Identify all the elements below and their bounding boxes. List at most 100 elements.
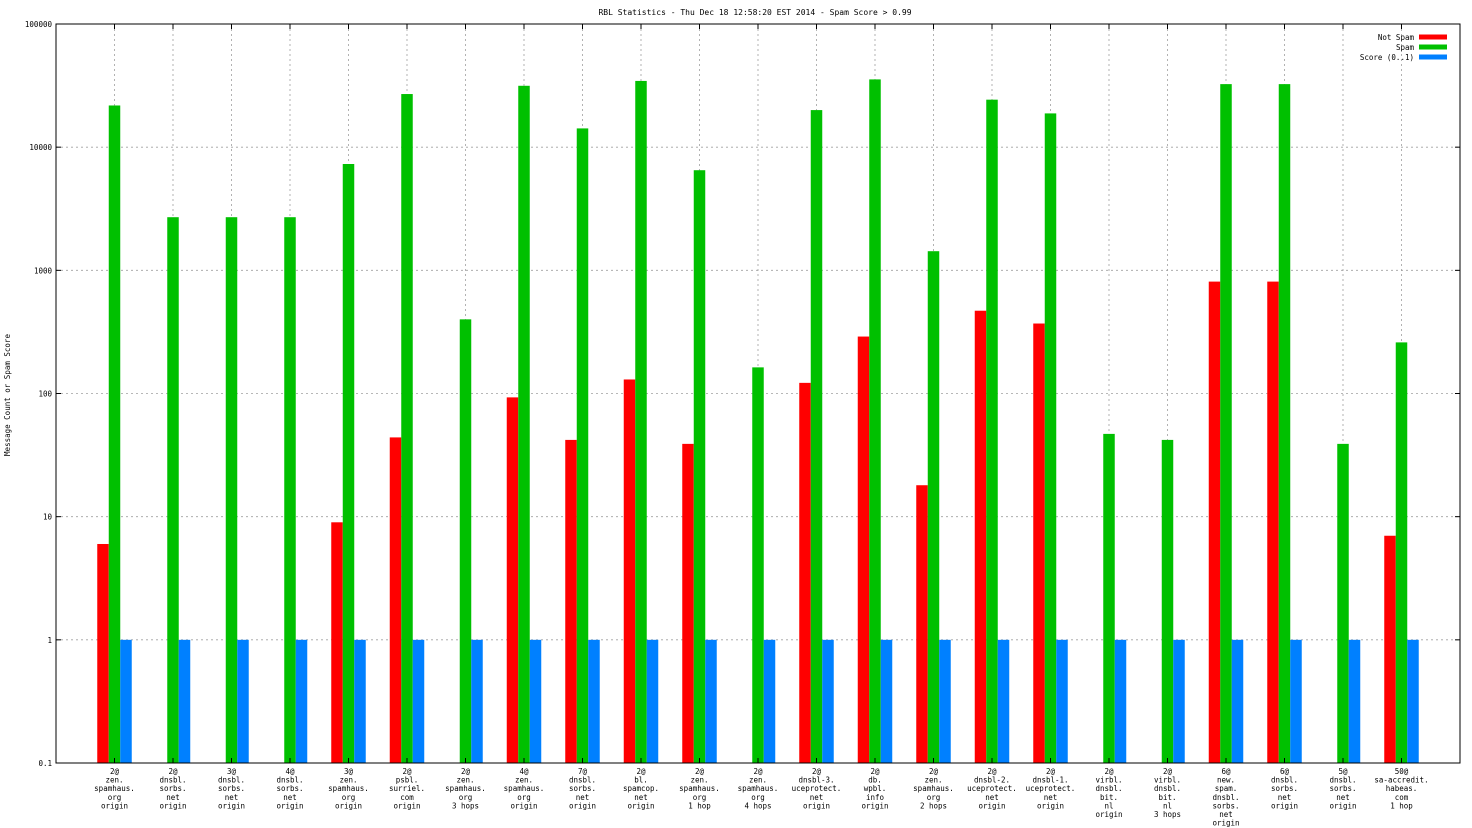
x-category-label-line: com [1395,793,1409,802]
y-tick-label: 100000 [25,20,53,29]
bar-score-0-1 [939,639,951,763]
x-category-label-line: net [1219,810,1233,819]
x-category-label-line: origin [101,801,128,810]
x-category-label: 2@ zen. spamhaus. org 3 hops [445,767,486,810]
x-category-label-line: bl. [634,776,648,785]
x-category-label-line: net [985,793,999,802]
bar-spam [810,110,823,764]
x-category-label-line: 4 hops [744,801,771,810]
x-category-label-line: 2@ [402,767,412,776]
bar-not-spam [1033,323,1045,763]
x-category-label-line: dnsbl-3. [798,776,834,785]
bar-spam [986,99,998,764]
x-category-label-line: origin [1271,801,1298,810]
x-category-label-line: dnsbl. [1154,784,1181,793]
x-category-label: 2@ zen. spamhaus. org 4 hops [738,767,779,810]
x-category-label-line: org [693,793,707,802]
x-category-label-line: db. [868,776,882,785]
x-category-label-line: origin [510,801,537,810]
x-category-label-line: 2@ [1163,767,1173,776]
x-category-label: 2@ dnsbl-3. uceprotect. net origin [792,767,842,810]
x-category-label-line: net [166,793,180,802]
bar-score-0-1 [763,639,776,763]
bar-spam [927,251,940,763]
x-category-label: 2@ db. wpbl. info origin [861,767,888,810]
x-category-label-line: 7@ [578,767,588,776]
legend-label: Not Spam [1378,33,1415,42]
y-axis-label: Message Count or Spam Score [3,334,12,456]
x-category-label-line: zen. [749,776,767,785]
x-category-label-line: wpbl. [864,784,887,793]
x-category-label: 2@ zen. spamhaus. org 2 hops [913,767,954,810]
x-category-label-line: 2@ [110,767,120,776]
x-category-label-line: 2@ [870,767,880,776]
x-category-label-line: net [634,793,648,802]
x-category-label-line: 6@ [1221,767,1231,776]
bar-spam [108,105,121,764]
bar-spam [1220,84,1232,764]
x-category-label-line: dnsbl. [159,776,186,785]
x-category-label-line: bit. [1100,793,1118,802]
x-category-label: 2@ bl. spamcop. net origin [623,767,659,810]
bar-not-spam [1384,535,1396,763]
x-category-label-line: dnsbl. [1095,784,1122,793]
bar-spam [693,170,706,763]
x-category-label-line: origin [1212,819,1239,828]
bar-score-0-1 [178,639,191,763]
x-category-label-line: sorbs. [1329,784,1356,793]
x-category-label-line: dnsbl. [569,776,596,785]
bar-spam [225,217,238,763]
x-category-label-line: dnsbl-2. [974,776,1010,785]
x-category-label-line: sorbs. [1271,784,1298,793]
x-category-label-line: 3 hops [452,801,479,810]
bar-score-0-1 [1056,639,1068,763]
x-category-label-line: origin [978,801,1005,810]
x-category-label-line: spamhaus. [445,784,486,793]
x-category-label-line: dnsbl. [1212,793,1239,802]
x-category-label-line: 2@ [812,767,822,776]
x-category-label-line: psbl. [396,776,419,785]
bar-spam [284,217,296,763]
plot-frame [55,23,1461,764]
x-category-label: 4@ dnsbl. sorbs. net origin [276,767,303,810]
bar-spam [459,319,472,763]
x-category-label-line: net [225,793,239,802]
bar-score-0-1 [997,639,1010,763]
x-category-label-line: zen. [339,776,357,785]
bar-spam [167,217,179,763]
x-category-label-line: 2@ [461,767,471,776]
x-category-label-line: dnsbl. [1271,776,1298,785]
bar-not-spam [389,437,402,763]
x-category-label-line: 2@ [1104,767,1114,776]
x-category-label-line: 2@ [929,767,939,776]
x-category-label-line: dnsbl. [1329,776,1356,785]
x-category-label-line: dnsbl-1. [1032,776,1068,785]
x-category-label-line: 5@ [1338,767,1348,776]
bar-spam [401,94,413,764]
x-category-label-line: spamhaus. [679,784,720,793]
x-category-label-line: 4@ [285,767,295,776]
y-tick-label: 1000 [34,266,53,275]
x-category-label-line: origin [1329,801,1356,810]
bar-score-0-1 [354,639,366,763]
bar-score-0-1 [1114,639,1127,763]
x-category-label-line: spamhaus. [913,784,954,793]
x-category-label-line: 2@ [168,767,178,776]
x-category-label-line: nl [1163,801,1172,810]
x-category-label: 2@ dnsbl-1. uceprotect. net origin [1026,767,1076,810]
x-category-label-line: uceprotect. [1026,784,1076,793]
x-category-label-line: sorbs. [159,784,186,793]
x-category-label-line: spamhaus. [328,784,369,793]
x-category-label-line: zen. [690,776,708,785]
x-category-label-line: 2@ [636,767,646,776]
x-category-label-line: org [459,793,473,802]
y-tick-label: 1 [47,636,52,645]
x-category-label-line: net [1044,793,1058,802]
bar-not-spam [974,310,987,763]
x-category-label-line: origin [276,801,303,810]
legend-swatch [1419,34,1447,40]
y-tick-label: 0.1 [38,759,52,768]
bar-score-0-1 [1348,639,1361,763]
x-category-label-line: 2 hops [920,801,947,810]
